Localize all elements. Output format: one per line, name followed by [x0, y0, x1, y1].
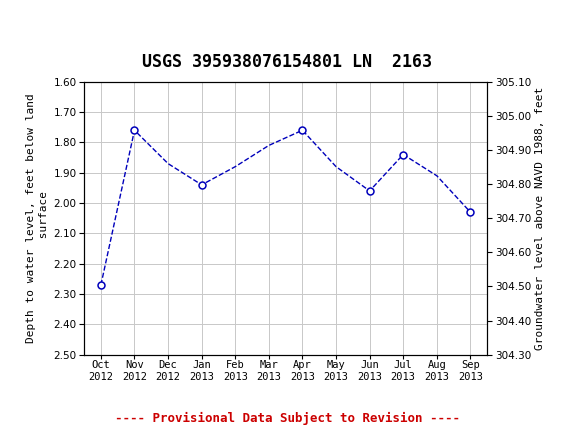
- Text: USGS 395938076154801 LN  2163: USGS 395938076154801 LN 2163: [142, 53, 432, 71]
- Y-axis label: Depth to water level, feet below land
 surface: Depth to water level, feet below land su…: [26, 93, 49, 343]
- Text: ---- Provisional Data Subject to Revision ----: ---- Provisional Data Subject to Revisio…: [115, 412, 459, 425]
- Y-axis label: Groundwater level above NAVD 1988, feet: Groundwater level above NAVD 1988, feet: [535, 86, 545, 350]
- Text: ≈USGS: ≈USGS: [9, 14, 79, 31]
